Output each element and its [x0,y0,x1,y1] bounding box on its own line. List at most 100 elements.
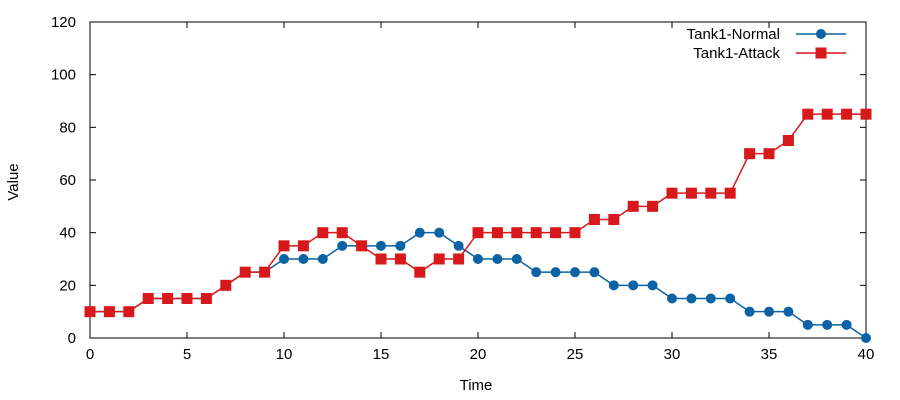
data-point [608,214,620,225]
data-point [841,319,852,330]
data-point [337,240,348,251]
data-point [298,254,309,264]
data-point [861,333,871,343]
x-tick-label: 20 [470,346,487,363]
data-point [666,187,678,199]
data-point [297,240,309,252]
data-point [123,306,135,318]
data-point [394,253,406,265]
y-tick-label: 60 [59,172,76,189]
data-point [434,227,445,238]
legend-marker [815,47,827,59]
data-point [821,108,833,120]
data-point [531,267,542,278]
data-point [744,148,756,160]
data-point [627,200,639,212]
data-point [84,306,96,318]
data-point [822,319,833,330]
data-point [647,200,659,212]
data-point [511,227,523,239]
plot-frame [89,21,867,339]
y-tick-label: 20 [59,277,76,294]
data-point [103,306,115,318]
data-point [181,293,193,304]
legend-item-tank1-normal: Tank1-Normal [687,26,846,43]
data-point [705,187,717,199]
data-point [569,227,581,239]
series-line-tank1-attack [90,113,866,313]
series-tank1-normal [85,227,871,343]
data-point [724,187,736,199]
data-point [686,293,697,304]
data-point [414,266,426,278]
data-point [608,280,619,291]
legend-item-tank1-attack: Tank1-Attack [693,45,846,62]
data-point [588,214,600,225]
data-point [530,227,542,239]
data-point [142,293,154,304]
y-axis-label: Value [5,163,22,200]
data-point [356,240,368,252]
legend: Tank1-Normal Tank1-Attack [687,26,846,62]
x-tick-label: 5 [183,346,191,363]
x-tick-label: 0 [86,346,94,363]
data-point [511,254,522,264]
x-axis-label: Time [460,377,493,394]
data-point [279,254,289,264]
data-point [317,254,328,264]
data-point [336,227,348,239]
data-point [725,293,736,304]
data-point [802,319,813,330]
data-point [395,240,406,251]
data-point [667,293,677,304]
x-tick-label: 30 [664,346,681,363]
data-point [550,227,562,239]
y-axis: 0 20 40 60 80 100 120 [51,14,866,347]
x-tick-label: 15 [373,346,390,363]
legend-label: Tank1-Normal [687,26,780,43]
data-point [239,266,251,278]
legend-label: Tank1-Attack [693,45,780,62]
x-tick-label: 40 [858,346,875,363]
data-point [375,253,387,265]
y-tick-label: 40 [59,225,76,242]
data-point [783,306,794,317]
data-point [782,135,794,146]
data-point [317,227,329,239]
data-point [453,253,465,265]
series-tank1-attack [84,108,872,318]
data-point [705,293,716,304]
x-tick-label: 10 [276,346,293,363]
data-point [472,227,484,239]
data-point [259,266,271,278]
data-point [764,306,774,317]
series-line-tank1-normal [90,231,867,339]
data-point [200,293,212,304]
data-point [220,279,232,291]
data-point [492,254,503,264]
data-point [744,306,755,317]
data-point [162,293,174,304]
data-point [453,240,464,251]
x-axis: 0 5 10 15 20 25 30 35 40 [86,22,875,363]
data-point [589,267,600,278]
data-point [647,280,658,291]
y-tick-label: 120 [51,14,76,31]
data-point [473,254,483,264]
data-point [841,108,853,120]
data-point [491,227,503,239]
data-point [278,240,290,252]
x-tick-label: 25 [567,346,584,363]
x-tick-label: 35 [761,346,778,363]
data-point [433,253,445,265]
y-tick-label: 0 [68,330,76,347]
legend-marker [816,29,826,39]
data-point [685,187,697,199]
y-tick-label: 100 [51,67,76,84]
data-point [376,240,386,251]
data-point [570,267,580,278]
y-tick-label: 80 [59,119,76,136]
series-layer [84,108,872,343]
